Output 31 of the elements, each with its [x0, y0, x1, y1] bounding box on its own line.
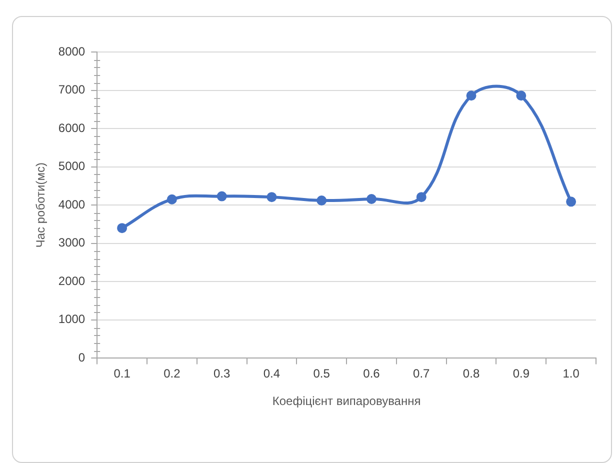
point	[466, 90, 476, 101]
y-tick-label: 8000	[58, 44, 86, 58]
x-tick-label: 0.3	[213, 366, 230, 381]
point	[216, 191, 227, 202]
point	[266, 192, 277, 202]
y-tick-label: 6000	[58, 120, 86, 135]
x-tick-label: 0.2	[164, 366, 181, 381]
y-tick-label: 7000	[58, 82, 86, 97]
point	[117, 223, 128, 234]
point	[516, 90, 526, 101]
point	[566, 196, 576, 207]
point	[416, 192, 426, 202]
x-axis-title: Коефіцієнт випаровування	[272, 394, 421, 408]
x-tick-label: 0.8	[462, 366, 480, 381]
x-tick-label: 1.0	[562, 366, 580, 381]
y-tick-label: 5000	[58, 159, 86, 174]
point	[366, 194, 376, 204]
x-tick-label: 0.6	[363, 366, 380, 381]
point	[316, 196, 327, 206]
y-tick-label: 1000	[58, 312, 86, 326]
y-tick-label: 3000	[58, 236, 86, 250]
y-axis-title: Час роботи(мс)	[34, 162, 48, 248]
x-tick-label: 0.7	[413, 366, 430, 381]
y-tick-label: 2000	[58, 274, 86, 288]
x-tick-label: 0.5	[313, 366, 330, 381]
y-tick-label: 4000	[58, 197, 86, 212]
x-tick-label: 0.1	[114, 366, 131, 381]
x-tick-label: 0.4	[263, 366, 280, 381]
point	[166, 194, 177, 204]
y-tick-label: 0	[78, 350, 86, 365]
x-tick-label: 0.9	[512, 366, 530, 381]
